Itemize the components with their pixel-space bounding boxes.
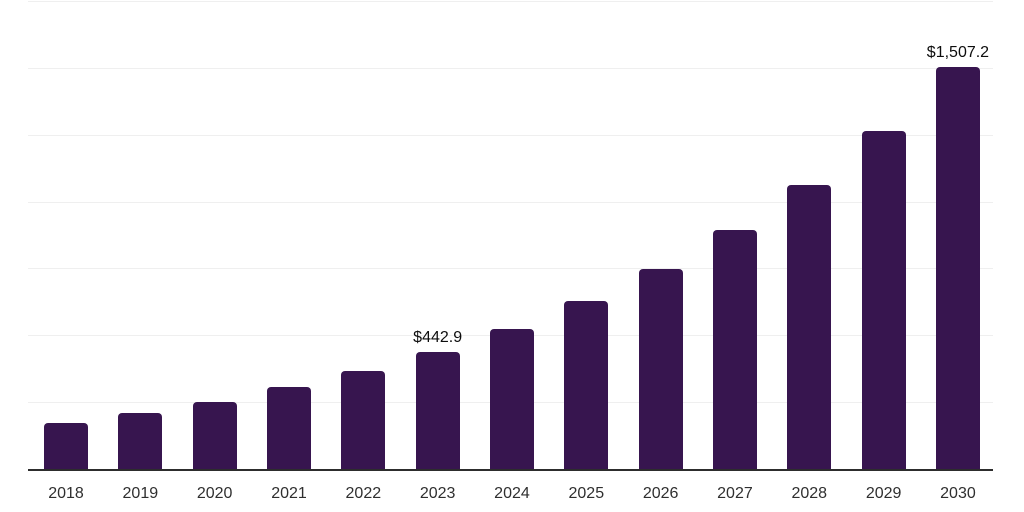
bar-column-2018 <box>44 2 88 470</box>
bar-column-2023: $442.9 <box>413 2 463 470</box>
bar-column-2020 <box>192 2 237 470</box>
bar-2029 <box>861 130 906 470</box>
gridline <box>28 201 993 203</box>
x-tick-label-2026: 2026 <box>642 485 679 502</box>
x-tick-label-2019: 2019 <box>122 485 159 502</box>
x-tick-label-2025: 2025 <box>568 485 605 502</box>
x-tick-label-2021: 2021 <box>271 485 307 502</box>
bar-2028 <box>787 184 832 470</box>
bar-value-label-2023: $442.9 <box>413 328 463 346</box>
bar-column-2029 <box>861 2 906 470</box>
bar-2023 <box>415 351 460 470</box>
x-tick-label-2030: 2030 <box>940 485 976 502</box>
bar-2022 <box>341 371 386 470</box>
bar-2025 <box>564 301 609 470</box>
bar-column-2026 <box>638 2 683 470</box>
bar-2026 <box>638 269 683 470</box>
bar-column-2022 <box>341 2 386 470</box>
x-tick-label-2022: 2022 <box>345 485 382 502</box>
gridline <box>28 1 993 2</box>
x-tick-label-2018: 2018 <box>48 485 84 502</box>
bar-2019 <box>118 413 163 470</box>
bar-2024 <box>489 329 534 470</box>
bar-column-2021 <box>266 2 311 470</box>
bar-column-2024 <box>489 2 534 470</box>
bars-container: $442.9 $1,507.2 <box>44 2 989 470</box>
x-axis-labels: 2018 2019 2020 2021 2022 2023 2024 2025 2026 2027… <box>44 485 980 503</box>
bar-2021 <box>266 387 311 470</box>
bar-column-2030: $1,507.2 <box>927 2 989 470</box>
x-tick-label-2024: 2024 <box>494 485 530 502</box>
x-tick-label-2028: 2028 <box>791 485 828 502</box>
x-tick-label-2020: 2020 <box>196 485 233 502</box>
bar-column-2019 <box>118 2 163 470</box>
bar-2030 <box>935 66 980 470</box>
bar-2020 <box>192 402 237 470</box>
gridline <box>28 67 993 69</box>
bar-2027 <box>712 230 757 470</box>
bar-column-2025 <box>564 2 609 470</box>
x-axis-line <box>28 469 993 471</box>
plot-area: $442.9 $1,507.2 <box>28 1 993 471</box>
x-tick-label-2023: 2023 <box>419 485 456 502</box>
bar-value-label-2030: $1,507.2 <box>926 43 990 61</box>
bar-column-2028 <box>787 2 832 470</box>
bar-column-2027 <box>712 2 757 470</box>
bar-2018 <box>44 423 88 470</box>
gridline <box>28 268 993 270</box>
gridline <box>28 134 993 136</box>
x-tick-label-2029: 2029 <box>865 485 902 502</box>
x-tick-label-2027: 2027 <box>717 485 753 502</box>
